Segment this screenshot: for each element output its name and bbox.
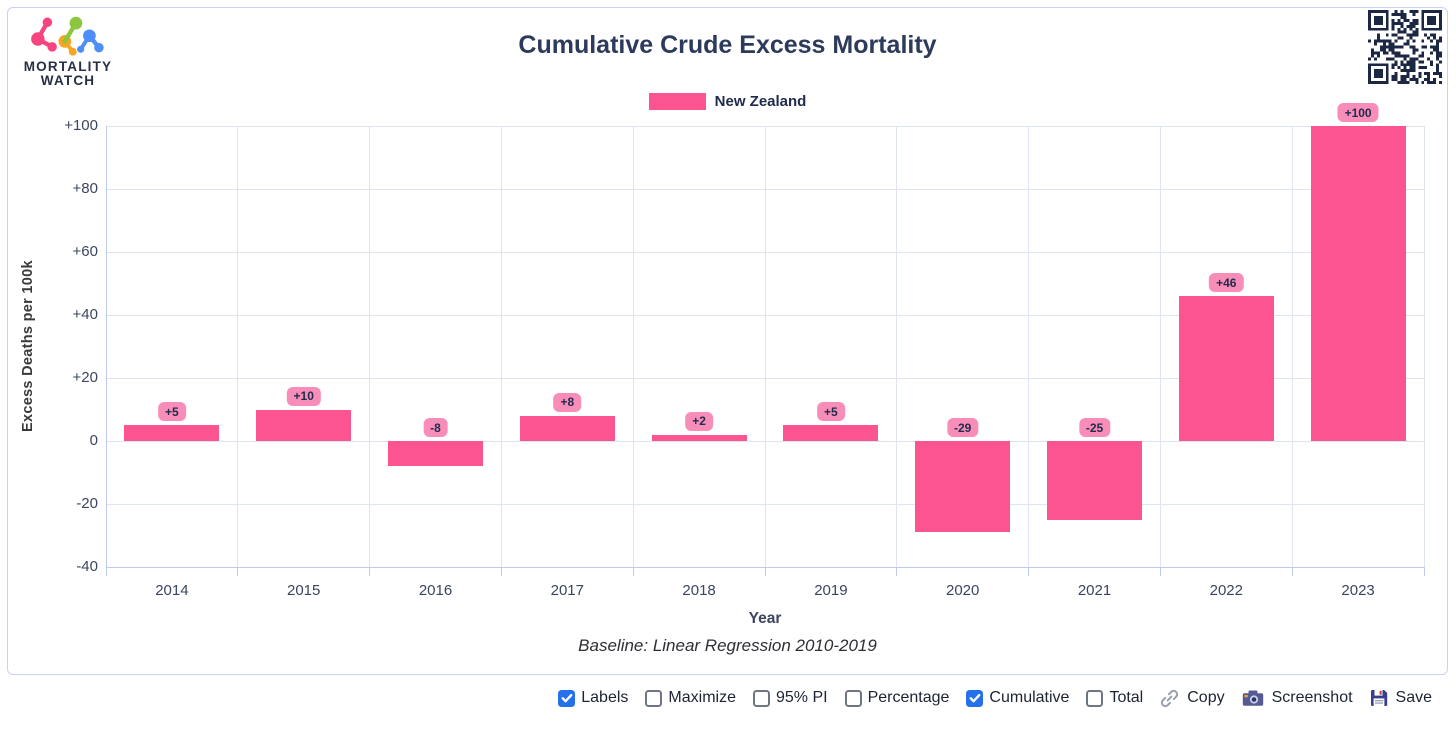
checkbox-label: Maximize <box>668 689 736 706</box>
checkbox-95-pi[interactable]: 95% PI <box>752 689 828 707</box>
checked-checkbox-icon[interactable] <box>966 689 984 707</box>
unchecked-checkbox-icon[interactable] <box>1086 689 1104 707</box>
copy-button[interactable]: Copy <box>1160 689 1225 708</box>
unchecked-checkbox-icon[interactable] <box>752 689 770 707</box>
checkbox-cumulative[interactable]: Cumulative <box>966 689 1069 707</box>
checkbox-label: 95% PI <box>775 689 828 706</box>
baseline-note: Baseline: Linear Regression 2010-2019 <box>578 636 877 655</box>
save-button[interactable]: Save <box>1370 689 1432 707</box>
y-axis-title: Excess Deaths per 100k <box>20 260 36 432</box>
checkbox-label: Cumulative <box>989 689 1070 706</box>
chart-controls: Labels Maximize 95% PI Percentage Cumulative… <box>558 683 1432 713</box>
checkbox-label: Percentage <box>867 689 950 706</box>
logo-text-line1: MORTALITY <box>23 59 113 74</box>
button-label: Copy <box>1187 689 1225 706</box>
link-icon <box>1160 689 1179 708</box>
unchecked-checkbox-icon[interactable] <box>645 689 663 707</box>
floppy-icon <box>1370 689 1388 707</box>
logo-text-line2: WATCH <box>40 73 96 88</box>
checkbox-maximize[interactable]: Maximize <box>645 689 736 707</box>
button-label: Screenshot <box>1271 689 1353 706</box>
checkbox-total[interactable]: Total <box>1086 689 1143 707</box>
legend-swatch <box>648 93 706 110</box>
checkbox-label: Total <box>1109 689 1144 706</box>
camera-icon <box>1242 689 1264 707</box>
checkbox-percentage[interactable]: Percentage <box>844 689 950 707</box>
unchecked-checkbox-icon[interactable] <box>844 689 862 707</box>
checked-checkbox-icon[interactable] <box>558 689 576 707</box>
checkbox-labels[interactable]: Labels <box>558 689 628 707</box>
x-axis-title: Year <box>748 610 782 627</box>
checkbox-label: Labels <box>581 689 629 706</box>
legend-label: New Zealand <box>714 93 807 110</box>
button-label: Save <box>1395 689 1432 706</box>
page-title: Cumulative Crude Excess Mortality <box>518 31 937 59</box>
logo-molecule-icon <box>12 12 124 58</box>
mortality-watch-logo[interactable]: MORTALITY WATCH <box>12 12 124 88</box>
legend[interactable]: New Zealand <box>7 93 1448 110</box>
screenshot-button[interactable]: Screenshot <box>1242 689 1353 707</box>
qr-code <box>1368 10 1442 84</box>
